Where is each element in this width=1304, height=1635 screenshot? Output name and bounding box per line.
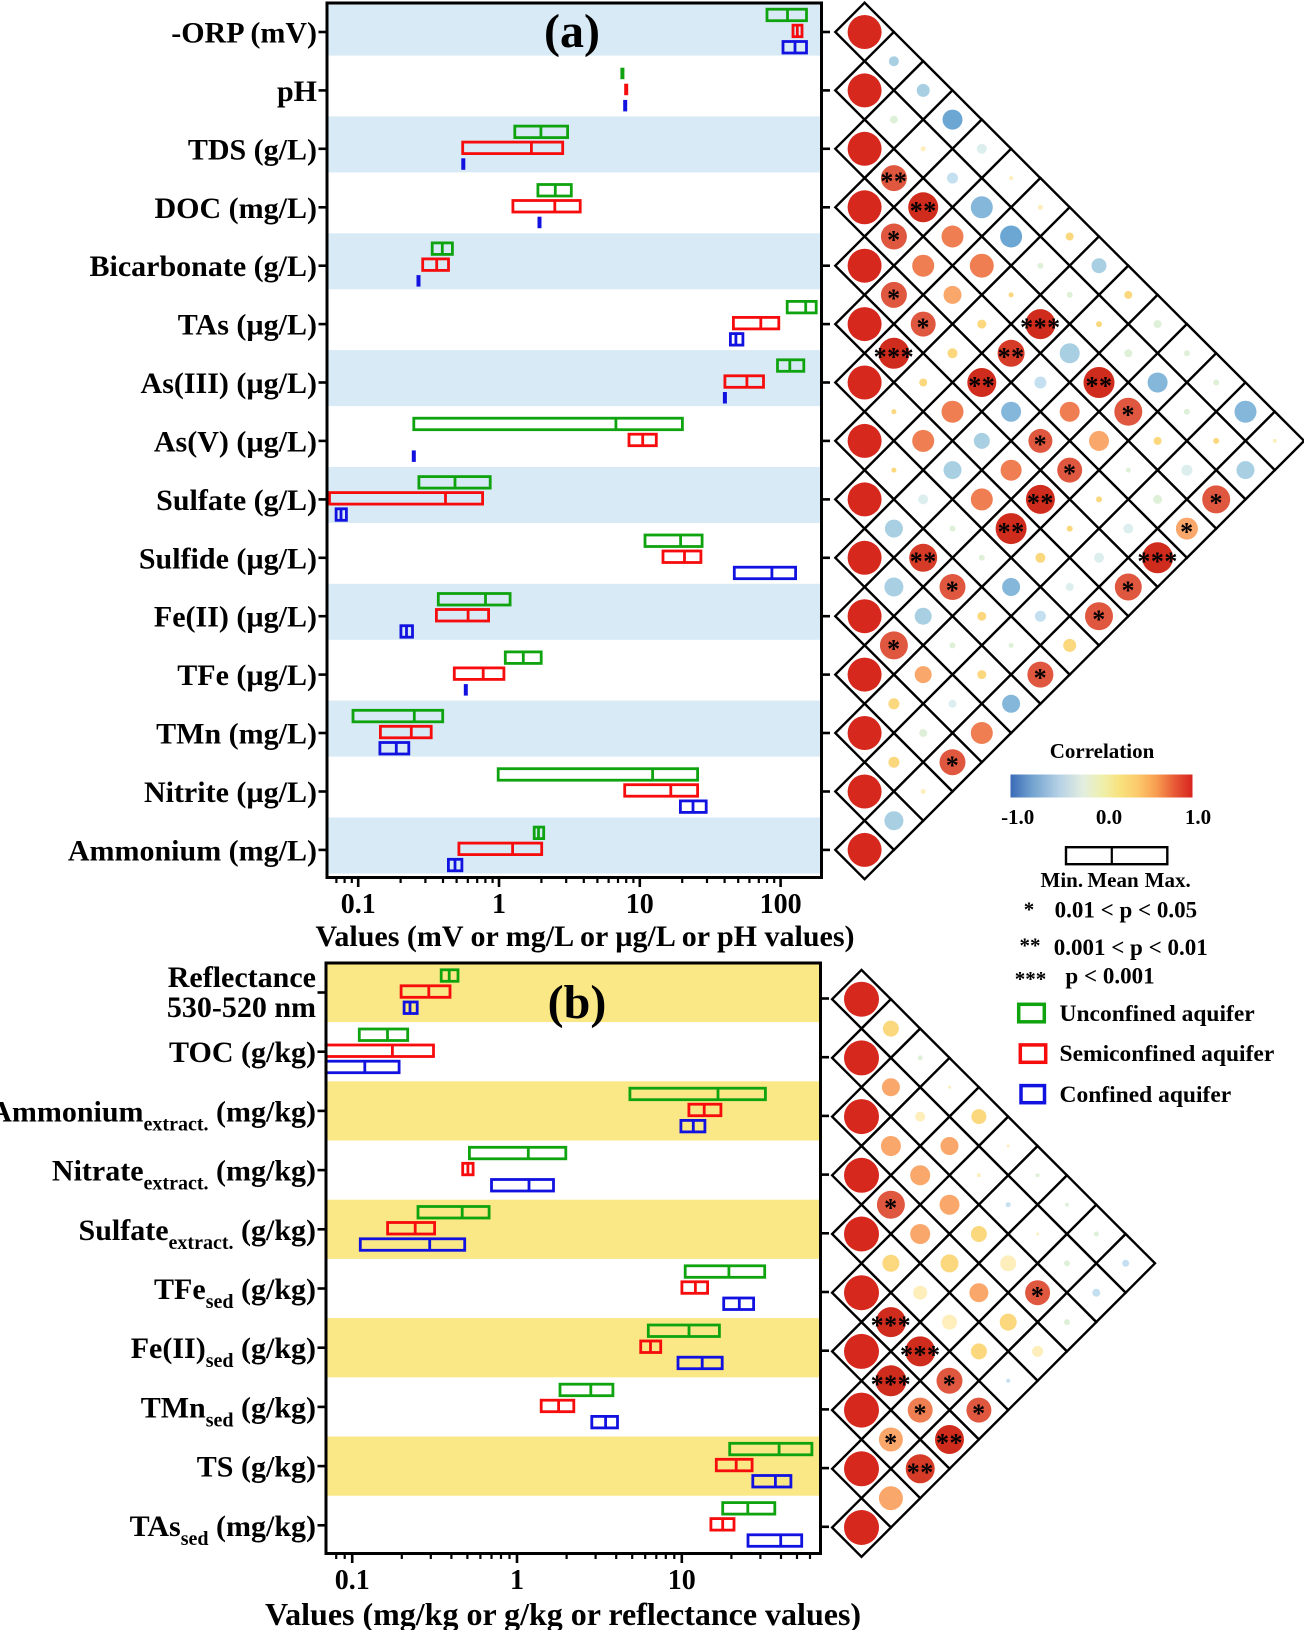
svg-text:Values (mg/kg or g/kg or refle: Values (mg/kg or g/kg or reflectance val… xyxy=(265,1596,861,1630)
svg-text:(b): (b) xyxy=(548,976,607,1029)
svg-text:Fe(II) (µg/L): Fe(II) (µg/L) xyxy=(154,601,317,634)
svg-text:*: * xyxy=(1209,488,1223,517)
svg-text:TAs (µg/L): TAs (µg/L) xyxy=(178,309,317,342)
svg-text:*: * xyxy=(1063,459,1077,488)
svg-text:***: *** xyxy=(900,1340,941,1369)
svg-text:Unconfined aquifer: Unconfined aquifer xyxy=(1060,1001,1255,1027)
svg-text:*: * xyxy=(884,1194,898,1223)
svg-text:Reflectance: Reflectance xyxy=(168,961,316,994)
svg-text:Sulfide (µg/L): Sulfide (µg/L) xyxy=(139,542,317,575)
svg-text:*: * xyxy=(946,751,960,780)
svg-text:1: 1 xyxy=(492,889,506,920)
svg-text:Ammonium (mg/L): Ammonium (mg/L) xyxy=(68,834,317,867)
svg-text:(a): (a) xyxy=(544,5,600,58)
svg-text:0.01 < p < 0.05: 0.01 < p < 0.05 xyxy=(1055,898,1198,923)
svg-text:-ORP (mV): -ORP (mV) xyxy=(171,17,317,50)
svg-text:Nitrite (µg/L): Nitrite (µg/L) xyxy=(144,776,317,809)
svg-text:530-520 nm: 530-520 nm xyxy=(167,991,316,1024)
svg-text:100: 100 xyxy=(760,889,802,920)
svg-text:1: 1 xyxy=(510,1565,524,1596)
svg-text:1.0: 1.0 xyxy=(1185,805,1211,829)
svg-text:***: *** xyxy=(871,1311,912,1340)
svg-text:TMn (mg/L): TMn (mg/L) xyxy=(156,718,317,751)
svg-text:pH: pH xyxy=(277,75,317,108)
svg-text:*: * xyxy=(946,576,960,605)
svg-text:Semiconfined aquifer: Semiconfined aquifer xyxy=(1060,1041,1275,1067)
svg-text:*: * xyxy=(1034,430,1048,459)
svg-text:***: *** xyxy=(1020,313,1061,342)
svg-text:***: *** xyxy=(874,342,915,371)
svg-text:**: ** xyxy=(880,167,907,196)
svg-text:TOC (g/kg): TOC (g/kg) xyxy=(169,1036,316,1069)
svg-text:*: * xyxy=(943,1370,957,1399)
svg-text:**: ** xyxy=(1020,934,1041,958)
svg-text:Bicarbonate (g/L): Bicarbonate (g/L) xyxy=(90,250,317,283)
svg-text:*: * xyxy=(1024,898,1035,922)
svg-text:TDS (g/L): TDS (g/L) xyxy=(188,133,317,166)
svg-text:*: * xyxy=(1122,576,1136,605)
svg-text:0.1: 0.1 xyxy=(335,1565,370,1596)
svg-text:Values (mV or mg/L or µg/L or: Values (mV or mg/L or µg/L or pH values) xyxy=(315,920,854,953)
svg-text:10: 10 xyxy=(668,1565,696,1596)
svg-text:***: *** xyxy=(1015,967,1047,991)
svg-text:*: * xyxy=(1180,518,1194,547)
svg-text:***: *** xyxy=(1137,547,1178,576)
svg-text:**: ** xyxy=(907,1458,934,1487)
svg-text:Sulfate (g/L): Sulfate (g/L) xyxy=(156,484,317,517)
svg-text:Max.: Max. xyxy=(1145,868,1191,892)
svg-text:Mean: Mean xyxy=(1087,868,1139,892)
svg-text:*: * xyxy=(1031,1282,1045,1311)
svg-text:As(III) (µg/L): As(III) (µg/L) xyxy=(141,367,317,400)
svg-text:*: * xyxy=(1092,605,1106,634)
svg-text:*: * xyxy=(1034,664,1048,693)
svg-text:*: * xyxy=(887,284,901,313)
svg-text:*: * xyxy=(916,313,930,342)
svg-text:**: ** xyxy=(968,372,995,401)
svg-text:*: * xyxy=(1122,401,1136,430)
svg-text:As(V) (µg/L): As(V) (µg/L) xyxy=(154,425,317,458)
svg-text:***: *** xyxy=(871,1370,912,1399)
svg-text:0.001 < p < 0.01: 0.001 < p < 0.01 xyxy=(1054,935,1208,960)
svg-text:**: ** xyxy=(1027,488,1054,517)
svg-text:**: ** xyxy=(998,518,1025,547)
svg-text:**: ** xyxy=(910,196,937,225)
svg-text:p < 0.001: p < 0.001 xyxy=(1065,964,1154,989)
svg-text:**: ** xyxy=(1086,372,1113,401)
svg-text:**: ** xyxy=(998,342,1025,371)
svg-text:Confined aquifer: Confined aquifer xyxy=(1060,1082,1232,1108)
svg-text:**: ** xyxy=(936,1429,963,1458)
svg-text:10: 10 xyxy=(626,889,654,920)
svg-text:*: * xyxy=(972,1399,986,1428)
svg-text:**: ** xyxy=(910,547,937,576)
svg-text:*: * xyxy=(913,1399,927,1428)
svg-text:Correlation: Correlation xyxy=(1050,739,1155,763)
svg-text:-1.0: -1.0 xyxy=(1001,805,1034,829)
svg-text:Min.: Min. xyxy=(1041,868,1084,892)
svg-text:*: * xyxy=(887,634,901,663)
svg-text:0.1: 0.1 xyxy=(341,889,376,920)
svg-text:TS (g/kg): TS (g/kg) xyxy=(197,1451,316,1484)
svg-text:0.0: 0.0 xyxy=(1096,805,1122,829)
svg-text:*: * xyxy=(887,226,901,255)
svg-text:TFe (µg/L): TFe (µg/L) xyxy=(177,659,317,692)
svg-text:DOC (mg/L): DOC (mg/L) xyxy=(155,192,317,225)
svg-text:*: * xyxy=(884,1429,898,1458)
